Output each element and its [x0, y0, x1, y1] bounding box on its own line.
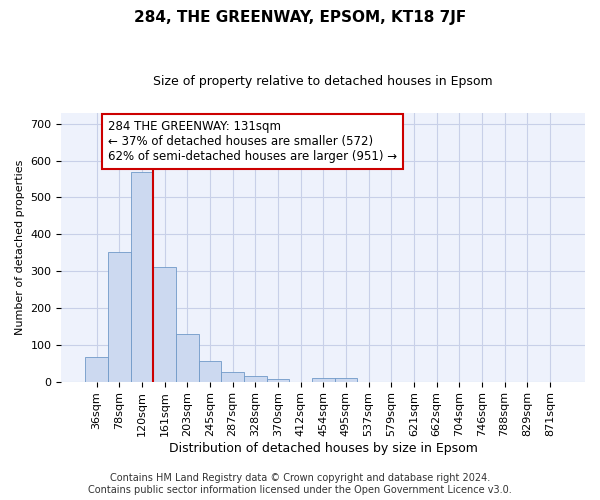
X-axis label: Distribution of detached houses by size in Epsom: Distribution of detached houses by size …	[169, 442, 478, 455]
Bar	[221, 372, 244, 382]
Bar	[131, 172, 153, 382]
Bar	[244, 376, 266, 382]
Text: Contains HM Land Registry data © Crown copyright and database right 2024.
Contai: Contains HM Land Registry data © Crown c…	[88, 474, 512, 495]
Bar	[153, 266, 176, 382]
Text: 284, THE GREENWAY, EPSOM, KT18 7JF: 284, THE GREENWAY, EPSOM, KT18 7JF	[134, 10, 466, 25]
Text: 284 THE GREENWAY: 131sqm
← 37% of detached houses are smaller (572)
62% of semi-: 284 THE GREENWAY: 131sqm ← 37% of detach…	[108, 120, 397, 163]
Bar	[335, 378, 357, 382]
Bar	[199, 360, 221, 382]
Y-axis label: Number of detached properties: Number of detached properties	[15, 160, 25, 335]
Title: Size of property relative to detached houses in Epsom: Size of property relative to detached ho…	[154, 75, 493, 88]
Bar	[176, 334, 199, 382]
Bar	[108, 252, 131, 382]
Bar	[85, 356, 108, 382]
Bar	[266, 378, 289, 382]
Bar	[312, 378, 335, 382]
